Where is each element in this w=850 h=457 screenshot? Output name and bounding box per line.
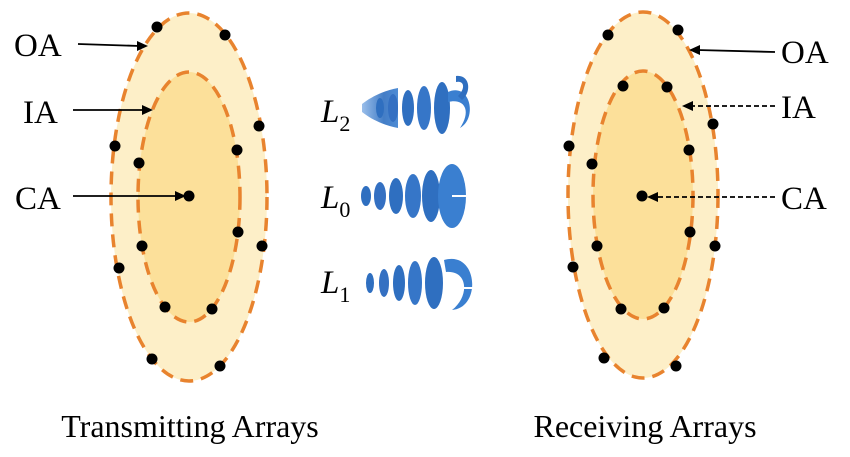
- center-array-label: CA: [781, 181, 827, 217]
- outer-array-label: OA: [781, 35, 829, 71]
- element-dot: [683, 144, 695, 156]
- outer-array-label: OA: [14, 28, 62, 64]
- element-dot: [658, 302, 670, 314]
- element-dot: [591, 240, 603, 252]
- element-dot: [598, 352, 610, 364]
- label-arrows: [73, 41, 186, 201]
- element-dot: [133, 157, 145, 169]
- center-array-label: CA: [15, 181, 61, 217]
- array-elements: [563, 24, 721, 372]
- element-dot: [159, 301, 171, 313]
- transmitting-arrays: OA IA CA Transmitting Arrays: [14, 11, 319, 444]
- element-dot: [253, 120, 265, 132]
- element-dot: [672, 24, 684, 36]
- element-dot: [232, 226, 244, 238]
- label-arrows: [647, 45, 776, 202]
- mode-label-L1: L1: [320, 265, 350, 307]
- element-dot: [256, 240, 268, 252]
- element-dot: [636, 190, 648, 202]
- element-dot: [586, 158, 598, 170]
- element-dot: [206, 303, 218, 315]
- mode-labels: L2 L0 L1: [320, 94, 350, 307]
- element-dot: [146, 353, 158, 365]
- mode-L1-beam: [366, 257, 476, 310]
- element-dot: [670, 360, 682, 372]
- element-dot: [615, 303, 627, 315]
- element-dot: [136, 240, 148, 252]
- element-dot: [109, 140, 121, 152]
- element-dot: [563, 140, 575, 152]
- element-dot: [219, 29, 231, 41]
- inner-array-label: IA: [781, 90, 816, 126]
- mode-L0-beam: [361, 164, 478, 228]
- receiving-arrays: OA IA CA Receiving Arrays: [533, 10, 829, 444]
- element-dot: [617, 80, 629, 92]
- element-dot: [707, 118, 719, 130]
- mode-L2-beam: [362, 75, 470, 134]
- element-dot: [113, 262, 125, 274]
- inner-array-label: IA: [23, 95, 58, 131]
- element-dot: [709, 240, 721, 252]
- element-dot: [214, 360, 226, 372]
- element-dot: [661, 81, 673, 93]
- element-dot: [567, 261, 579, 273]
- element-dot: [684, 226, 696, 238]
- transmitting-caption: Transmitting Arrays: [61, 408, 319, 444]
- element-dot: [602, 29, 614, 41]
- mode-label-L0: L0: [320, 180, 350, 222]
- array-elements: [109, 21, 268, 372]
- element-dot: [183, 190, 195, 202]
- element-dot: [151, 21, 163, 33]
- receiving-caption: Receiving Arrays: [533, 408, 756, 444]
- element-dot: [231, 144, 243, 156]
- mode-label-L2: L2: [320, 94, 350, 136]
